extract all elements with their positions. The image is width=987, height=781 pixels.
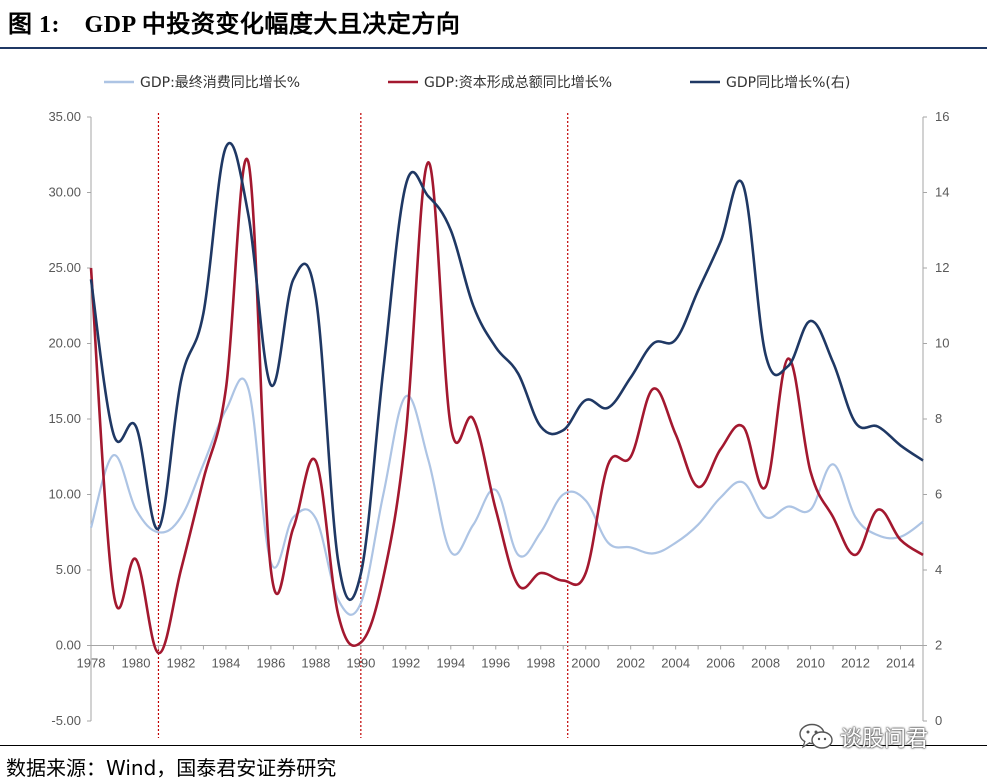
x-tick-label: 2010 xyxy=(796,656,825,671)
right-tick-label: 4 xyxy=(935,562,942,577)
watermark-text: 谈股问君 xyxy=(840,727,929,752)
right-tick-label: 0 xyxy=(935,713,942,728)
x-tick-label: 1992 xyxy=(391,656,420,671)
capital-formation-series-line xyxy=(89,157,924,655)
data-source-note: 数据来源：Wind，国泰君安证券研究 xyxy=(6,756,337,780)
left-tick-label: 5.00 xyxy=(56,562,81,577)
left-tick-label: 0.00 xyxy=(56,638,81,653)
chart-legend: GDP:最终消费同比增长% GDP:资本形成总额同比增长% GDP同比增长%(右) xyxy=(104,75,850,91)
chart-axes: -5.00 0.00 5.00 10.00 15.00 20.00 25.00 30.00 35… xyxy=(48,109,949,728)
title-divider xyxy=(0,47,987,49)
x-tick-label: 1980 xyxy=(122,656,151,671)
legend-label: GDP:资本形成总额同比增长% xyxy=(424,75,612,91)
x-tick-label: 2008 xyxy=(751,656,780,671)
x-tick-label: 1988 xyxy=(301,656,330,671)
legend-label: GDP:最终消费同比增长% xyxy=(140,75,300,91)
right-tick-label: 2 xyxy=(935,638,942,653)
legend-label: GDP同比增长%(右) xyxy=(726,75,850,91)
line-chart: GDP:最终消费同比增长% GDP:资本形成总额同比增长% GDP同比增长%(右) … xyxy=(48,75,949,738)
right-tick-label: 16 xyxy=(935,109,949,124)
x-tick-label: 2012 xyxy=(841,656,870,671)
x-tick-label: 1982 xyxy=(166,656,195,671)
x-tick-label: 1986 xyxy=(256,656,285,671)
left-tick-label: 10.00 xyxy=(48,487,81,502)
x-tick-label: 1984 xyxy=(211,656,240,671)
watermark: 谈股问君 xyxy=(798,720,928,754)
consumption-series-line xyxy=(89,377,924,616)
right-tick-label: 8 xyxy=(935,411,942,426)
x-tick-label: 2002 xyxy=(616,656,645,671)
footer-divider xyxy=(0,745,987,746)
x-tick-label: 2014 xyxy=(886,656,915,671)
left-tick-label: 15.00 xyxy=(48,411,81,426)
x-tick-label: 1996 xyxy=(481,656,510,671)
series-lines xyxy=(89,141,924,655)
x-tick-label: 2006 xyxy=(706,656,735,671)
x-tick-label: 1978 xyxy=(77,656,106,671)
x-tick-label: 1990 xyxy=(346,656,375,671)
right-tick-label: 14 xyxy=(935,185,949,200)
left-tick-label: 25.00 xyxy=(48,260,81,275)
x-tick-label: 1998 xyxy=(526,656,555,671)
right-tick-label: 10 xyxy=(935,336,949,351)
wechat-icon xyxy=(799,723,833,749)
x-tick-label: 2000 xyxy=(571,656,600,671)
gdp-growth-series-line xyxy=(89,141,924,602)
right-tick-label: 12 xyxy=(935,260,949,275)
x-tick-label: 1994 xyxy=(436,656,465,671)
left-tick-label: 30.00 xyxy=(48,185,81,200)
figure-title: 图 1: GDP 中投资变化幅度大且决定方向 xyxy=(8,12,461,38)
left-tick-label: 20.00 xyxy=(48,336,81,351)
left-tick-label: 35.00 xyxy=(48,109,81,124)
right-tick-label: 6 xyxy=(935,487,942,502)
x-tick-label: 2004 xyxy=(661,656,690,671)
left-tick-label: -5.00 xyxy=(51,713,81,728)
